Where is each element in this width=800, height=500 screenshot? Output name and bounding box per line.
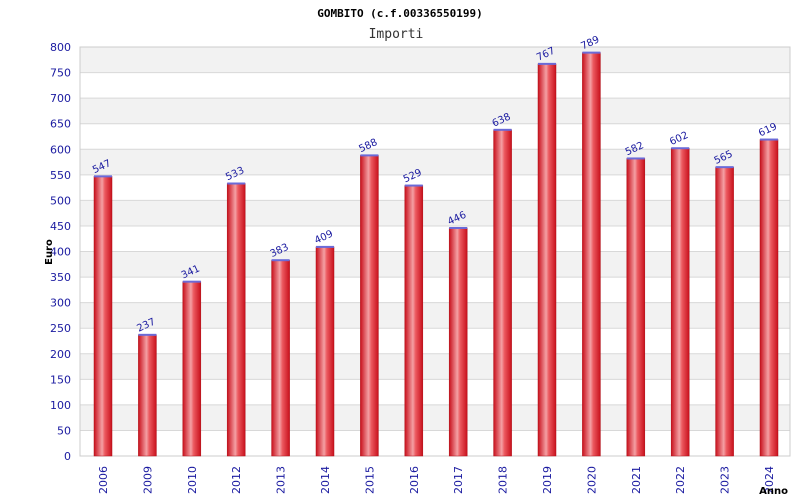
bar [759,139,779,457]
bar-cap [94,175,112,178]
bar [182,281,202,457]
bar-cap [715,166,734,169]
y-tick-label: 0 [64,450,71,463]
bar [715,166,734,457]
y-tick-label: 150 [50,373,71,386]
bar-cap [538,62,556,65]
y-tick-label: 550 [50,169,71,182]
bar-cap [227,182,246,185]
bar [360,155,379,457]
x-tick-label: 2006 [97,466,110,494]
y-axis-ticks: 0 50 100 150 200 250 300 350 400 450 500 550 600 650 7… [50,41,71,463]
bar [670,147,690,457]
bar-cap [316,245,334,248]
x-tick-label: 2017 [452,466,465,494]
x-tick-label: 2009 [141,466,154,494]
y-axis-title: Euro [44,239,55,265]
x-tick-label: 2018 [497,466,510,494]
x-axis-title: Anno [759,486,788,497]
y-tick-label: 650 [50,118,71,131]
x-tick-label: 2015 [363,466,376,494]
bar-cap [182,280,201,283]
x-axis-ticks: 2006 2009 2010 2012 2013 2014 2015 2016 2017 2018… [97,466,776,494]
x-tick-label: 2016 [408,466,421,494]
bar-cap [760,138,778,141]
y-tick-label: 250 [50,322,71,335]
bar [138,334,157,457]
bar [315,246,335,457]
bar-cap [449,226,468,229]
y-tick-label: 300 [50,297,71,310]
bar [93,176,113,457]
plot-band [80,72,790,99]
bar-cap [138,333,157,336]
bar [404,185,424,457]
y-tick-label: 100 [50,399,71,412]
y-tick-label: 750 [50,67,71,80]
plot-band [80,123,790,150]
x-tick-label: 2021 [630,466,643,494]
chart-title: GOMBITO (c.f.00336550199) [317,7,483,20]
bar [582,52,601,457]
bar [226,183,246,457]
chart-subtitle: Importi [369,27,424,42]
bar-cap [671,147,690,150]
x-tick-label: 2023 [719,466,732,494]
bars [93,51,779,457]
x-tick-label: 2022 [674,466,687,494]
bar [493,129,512,457]
bar [537,63,557,457]
x-tick-label: 2014 [319,466,332,494]
plot-band [80,47,790,73]
x-tick-label: 2020 [585,466,598,494]
bar-cap [271,259,290,262]
bar-cap [582,51,601,54]
bar-cap [493,128,512,131]
y-tick-label: 800 [50,41,71,54]
y-tick-label: 450 [50,220,71,233]
x-tick-label: 2024 [763,466,776,494]
x-tick-label: 2010 [186,466,199,494]
bar [271,259,290,457]
bar [448,227,468,457]
x-tick-label: 2013 [275,466,288,494]
y-tick-label: 700 [50,92,71,105]
y-tick-label: 600 [50,143,71,156]
bar-cap [626,157,645,160]
x-tick-label: 2019 [541,466,554,494]
y-tick-label: 200 [50,348,71,361]
plot-band [80,98,790,124]
y-tick-label: 500 [50,194,71,207]
y-tick-label: 50 [57,424,71,437]
y-tick-label: 400 [50,246,71,259]
bar [626,158,646,457]
x-tick-label: 2012 [230,466,243,494]
y-tick-label: 350 [50,271,71,284]
plot-frame [79,46,791,457]
bar-cap [360,154,379,157]
bar-cap [404,184,423,187]
